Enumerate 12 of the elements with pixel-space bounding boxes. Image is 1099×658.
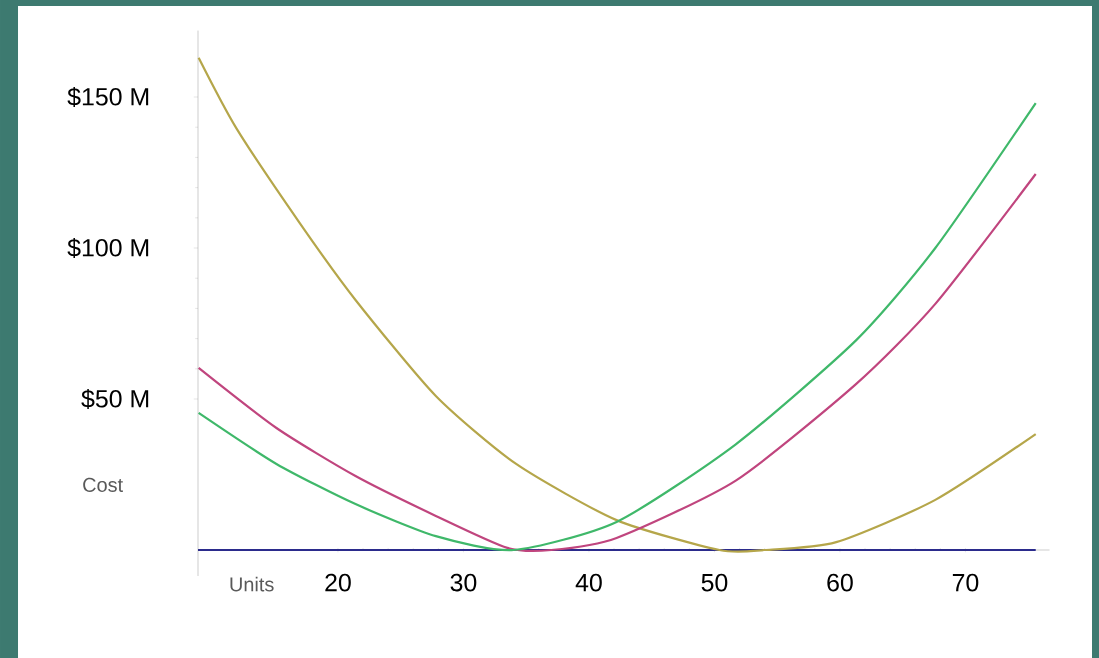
x-tick-label: 40: [575, 573, 602, 592]
y-tick-label: $150 M: [67, 86, 149, 108]
x-tick-label: 30: [450, 573, 477, 592]
x-tick-label: 50: [701, 573, 728, 592]
x-tick-label: 70: [952, 573, 979, 592]
line-series: [197, 172, 1037, 552]
x-tick-label: 60: [827, 573, 853, 592]
x-axis-title: Units: [230, 576, 274, 592]
x-tick-label: 20: [325, 573, 351, 592]
y-tick-label: $50 M: [81, 388, 149, 410]
y-tick-label: $100 M: [67, 237, 149, 259]
y-axis-title: Cost: [83, 477, 123, 492]
